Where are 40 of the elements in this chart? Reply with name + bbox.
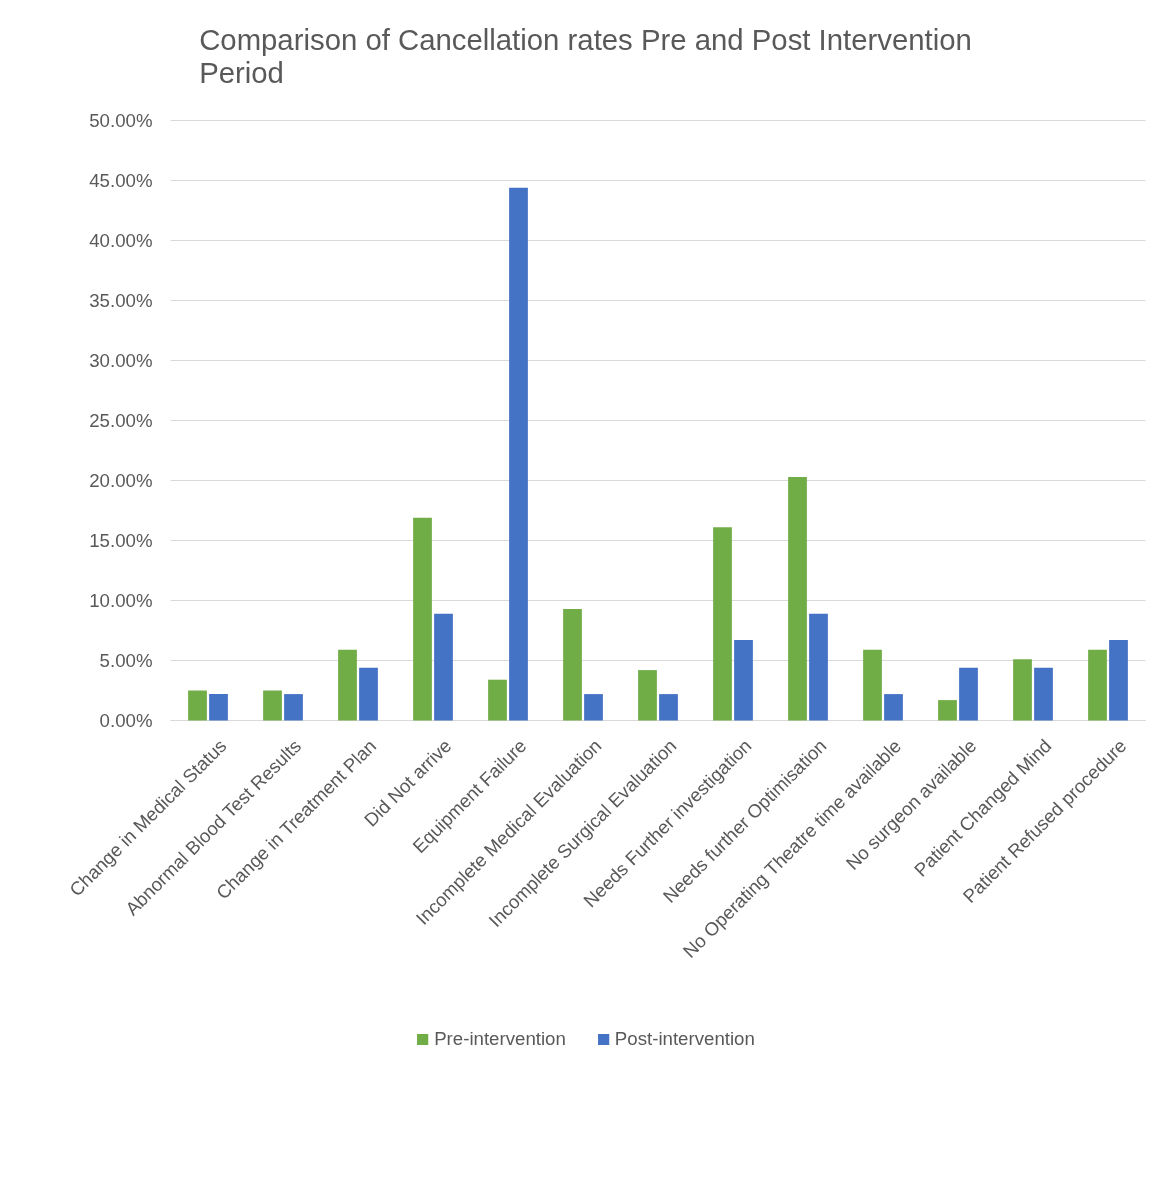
bar	[434, 613, 453, 721]
bar	[1034, 667, 1053, 721]
y-tick-label: 30.00%	[89, 350, 153, 371]
y-tick-label: 5.00%	[99, 650, 153, 671]
bar	[863, 649, 882, 721]
bar	[263, 690, 282, 721]
y-tick-label: 0.00%	[99, 710, 153, 731]
bar	[713, 527, 732, 721]
bar	[938, 700, 957, 721]
bar	[509, 187, 528, 721]
bar	[359, 667, 378, 721]
bar	[734, 640, 753, 721]
bar	[488, 679, 507, 721]
bar	[1013, 659, 1032, 721]
bar	[338, 649, 357, 721]
bar	[1109, 640, 1128, 721]
y-tick-label: 10.00%	[89, 590, 153, 611]
bar	[884, 694, 903, 721]
chart-title: Comparison of Cancellation rates Pre and Post Intervention Period	[199, 22, 972, 89]
bar	[284, 694, 303, 721]
bar	[209, 694, 228, 721]
y-tick-label: 15.00%	[89, 530, 153, 551]
y-tick-label: 40.00%	[89, 230, 153, 251]
bar	[788, 476, 807, 721]
y-tick-label: 45.00%	[89, 170, 153, 191]
bar	[959, 667, 978, 721]
bar	[413, 517, 432, 721]
bar	[659, 694, 678, 721]
bar	[563, 608, 582, 721]
bar	[638, 670, 657, 721]
y-tick-label: 25.00%	[89, 410, 153, 431]
legend-label: Pre-intervention	[434, 1028, 566, 1050]
bar	[188, 690, 207, 721]
legend-label: Post-intervention	[614, 1028, 755, 1050]
bar	[584, 694, 603, 721]
y-tick-label: 20.00%	[89, 470, 153, 491]
bar	[809, 613, 828, 721]
y-tick-label: 35.00%	[89, 290, 153, 311]
bar	[1088, 649, 1107, 721]
y-tick-label: 50.00%	[89, 110, 153, 131]
